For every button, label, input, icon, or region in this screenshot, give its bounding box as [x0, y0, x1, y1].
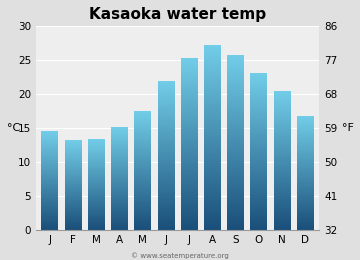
Y-axis label: °C: °C [6, 123, 20, 133]
Y-axis label: °F: °F [342, 123, 354, 133]
Text: © www.seatemperature.org: © www.seatemperature.org [131, 252, 229, 259]
Title: Kasaoka water temp: Kasaoka water temp [89, 7, 266, 22]
